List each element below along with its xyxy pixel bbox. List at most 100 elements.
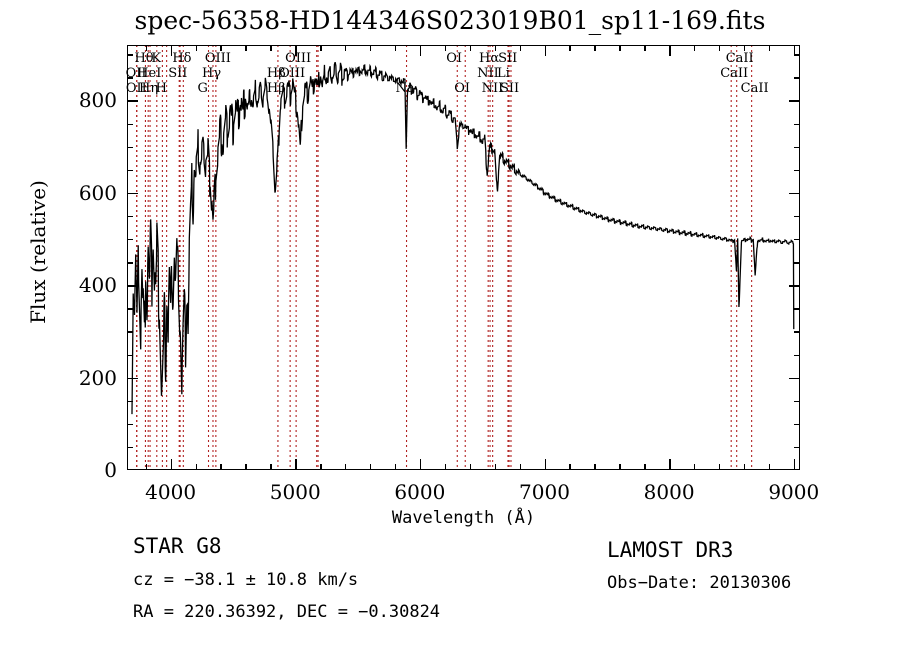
axis-tick	[794, 123, 800, 125]
x-tick-label: 6000	[394, 480, 446, 504]
axis-tick	[195, 464, 197, 470]
axis-tick	[270, 464, 272, 470]
axis-tick	[794, 308, 800, 310]
spectral-line-label: K	[151, 51, 162, 66]
axis-tick	[794, 262, 800, 264]
spectral-line-label: SII	[499, 81, 520, 96]
axis-tick	[245, 45, 247, 51]
spectral-line-label: NII	[477, 66, 499, 81]
axis-tick	[295, 459, 297, 470]
axis-tick	[127, 446, 133, 449]
axis-tick	[127, 285, 138, 287]
axis-tick	[644, 464, 646, 470]
spectral-line-label: SII	[168, 66, 188, 81]
spectral-line-label: Hδ	[172, 51, 192, 66]
axis-tick	[127, 169, 133, 172]
axis-tick	[127, 354, 133, 356]
axis-tick	[644, 45, 646, 51]
axis-tick	[127, 215, 133, 218]
axis-tick	[394, 464, 397, 470]
spectral-line-label: G	[197, 81, 208, 96]
axis-tick	[345, 464, 347, 470]
axis-tick	[444, 464, 447, 470]
spectral-line-label: Li	[496, 66, 510, 81]
axis-tick	[794, 354, 800, 356]
axis-tick	[220, 464, 222, 470]
axis-tick	[220, 45, 222, 51]
y-tick-label: 800	[78, 88, 117, 113]
spectral-line-label: SII	[498, 51, 518, 66]
axis-tick	[794, 146, 800, 149]
x-tick-label: 7000	[519, 480, 570, 504]
axis-tick	[594, 45, 596, 51]
redshift-velocity-text: cz = −38.1 ± 10.8 km/s	[133, 570, 359, 590]
axis-tick	[494, 464, 497, 470]
axis-tick	[669, 459, 671, 470]
axis-tick	[794, 423, 800, 426]
x-tick-label: 5000	[269, 480, 321, 504]
axis-tick	[789, 100, 800, 102]
x-tick-label: 4000	[145, 480, 197, 504]
axis-tick	[444, 45, 447, 51]
axis-tick	[768, 45, 771, 51]
spectral-line-label: OIII	[285, 51, 312, 66]
y-tick-label: 200	[78, 365, 117, 390]
axis-tick	[469, 464, 472, 470]
survey-name-text: LAMOST DR3	[607, 538, 734, 562]
spectral-line-label: CaII	[725, 51, 754, 66]
axis-tick	[594, 464, 596, 470]
y-tick-label: 0	[104, 458, 117, 482]
axis-tick	[743, 464, 746, 470]
spectral-line-label: OIII	[204, 51, 231, 66]
spectral-line-label: CaII	[720, 66, 749, 81]
axis-tick	[320, 45, 322, 51]
axis-tick	[469, 45, 472, 51]
axis-tick	[789, 285, 800, 287]
axis-tick	[394, 45, 397, 51]
spectral-line-label: HeI	[137, 66, 162, 81]
object-class-text: STAR G8	[133, 534, 222, 558]
axis-tick	[270, 45, 272, 51]
axis-tick	[195, 45, 197, 51]
axis-tick	[419, 459, 422, 470]
axis-tick	[127, 331, 133, 333]
spectral-line-label: Hγ	[201, 66, 222, 81]
axis-tick	[794, 331, 800, 333]
axis-tick	[793, 459, 796, 470]
spectral-line-label: H	[155, 81, 167, 96]
axis-tick	[694, 45, 696, 51]
y-axis-title: Flux (relative)	[26, 180, 50, 324]
axis-tick	[519, 464, 521, 470]
y-tick-label: 600	[78, 180, 117, 205]
axis-tick	[245, 464, 247, 470]
axis-tick	[569, 45, 571, 51]
axis-tick	[127, 308, 133, 310]
axis-tick	[789, 377, 800, 379]
axis-tick	[127, 54, 133, 56]
axis-tick	[794, 77, 800, 79]
axis-tick	[793, 45, 796, 56]
axis-tick	[768, 464, 771, 470]
plot-area	[127, 45, 800, 470]
spectral-line-label: Hα	[479, 51, 500, 66]
axis-tick	[370, 45, 372, 51]
spectral-line-label: Hβ	[266, 81, 286, 96]
axis-tick	[718, 464, 721, 470]
axis-tick	[569, 464, 571, 470]
spectral-line-label: OII	[125, 81, 147, 96]
coordinates-text: RA = 220.36392, DEC = −0.30824	[133, 602, 441, 622]
axis-tick	[794, 446, 800, 449]
spectral-line-label: NII	[481, 81, 504, 96]
axis-tick	[519, 45, 521, 51]
axis-tick	[345, 45, 347, 51]
axis-tick	[127, 192, 138, 195]
x-tick-label: 8000	[643, 480, 695, 504]
axis-tick	[127, 400, 133, 403]
axis-tick	[170, 459, 172, 470]
spectral-line-label: OIII	[279, 66, 306, 81]
axis-tick	[295, 45, 297, 56]
axis-tick	[743, 45, 746, 51]
axis-tick	[370, 464, 372, 470]
y-tick-label: 400	[78, 273, 117, 298]
